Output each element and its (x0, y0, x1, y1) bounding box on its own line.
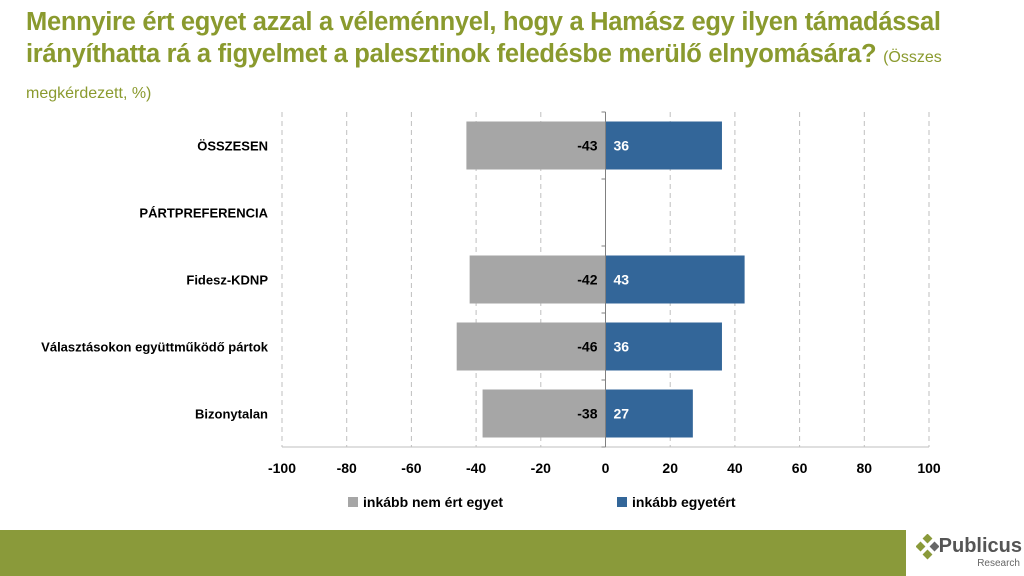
legend-label: inkább nem ért egyet (363, 494, 503, 510)
category-label: Választásokon együttműködő pártok (41, 340, 269, 355)
category-label: ÖSSZESEN (197, 139, 268, 154)
logo-diamonds-icon (916, 534, 939, 560)
data-label: 36 (614, 138, 630, 154)
bar-disagree (482, 389, 606, 438)
bar-agree (605, 389, 693, 438)
title-text: Mennyire ért egyet azzal a véleménnyel, … (26, 8, 941, 68)
x-tick-label: -20 (531, 460, 551, 476)
publicus-logo: Publicus Research (916, 534, 1022, 574)
x-tick-label: 40 (727, 460, 743, 476)
bar-disagree (456, 322, 606, 371)
bar-agree (605, 121, 722, 170)
data-label: 43 (614, 272, 630, 288)
x-tick-label: -100 (268, 460, 296, 476)
footer-bar (0, 530, 906, 576)
x-tick-label: -60 (401, 460, 421, 476)
logo-tagline: Research (977, 558, 1020, 569)
logo-name: Publicus (938, 535, 1022, 557)
data-label: -43 (577, 138, 597, 154)
x-tick-label: 80 (857, 460, 873, 476)
data-label: -46 (577, 339, 597, 355)
legend-label: inkább egyetért (632, 494, 736, 510)
x-tick-label: 0 (602, 460, 610, 476)
data-label: 36 (614, 339, 630, 355)
category-label: Bizonytalan (195, 407, 268, 422)
data-label: 27 (614, 406, 630, 422)
x-tick-label: 60 (792, 460, 808, 476)
legend-swatch (348, 497, 358, 507)
x-tick-label: 100 (917, 460, 941, 476)
x-tick-label: -40 (466, 460, 486, 476)
bar-agree (605, 255, 745, 304)
bar-agree (605, 322, 722, 371)
data-label: -42 (577, 272, 597, 288)
x-tick-label: -80 (337, 460, 357, 476)
subtitle: (Összes megkérdezett, %) (26, 49, 942, 102)
category-label: Fidesz-KDNP (186, 273, 268, 288)
chart-title: Mennyire ért egyet azzal a véleménnyel, … (26, 6, 1016, 110)
data-label: -38 (577, 406, 597, 422)
bar-disagree (466, 121, 606, 170)
x-tick-label: 20 (662, 460, 678, 476)
legend-swatch (617, 497, 627, 507)
bar-disagree (469, 255, 606, 304)
category-label: PÁRTPREFERENCIA (139, 206, 268, 221)
chart: -100 -80 -60 -40 -20 0 20 40 60 80 100 ÖSSZESEN -43 3… (41, 111, 941, 510)
